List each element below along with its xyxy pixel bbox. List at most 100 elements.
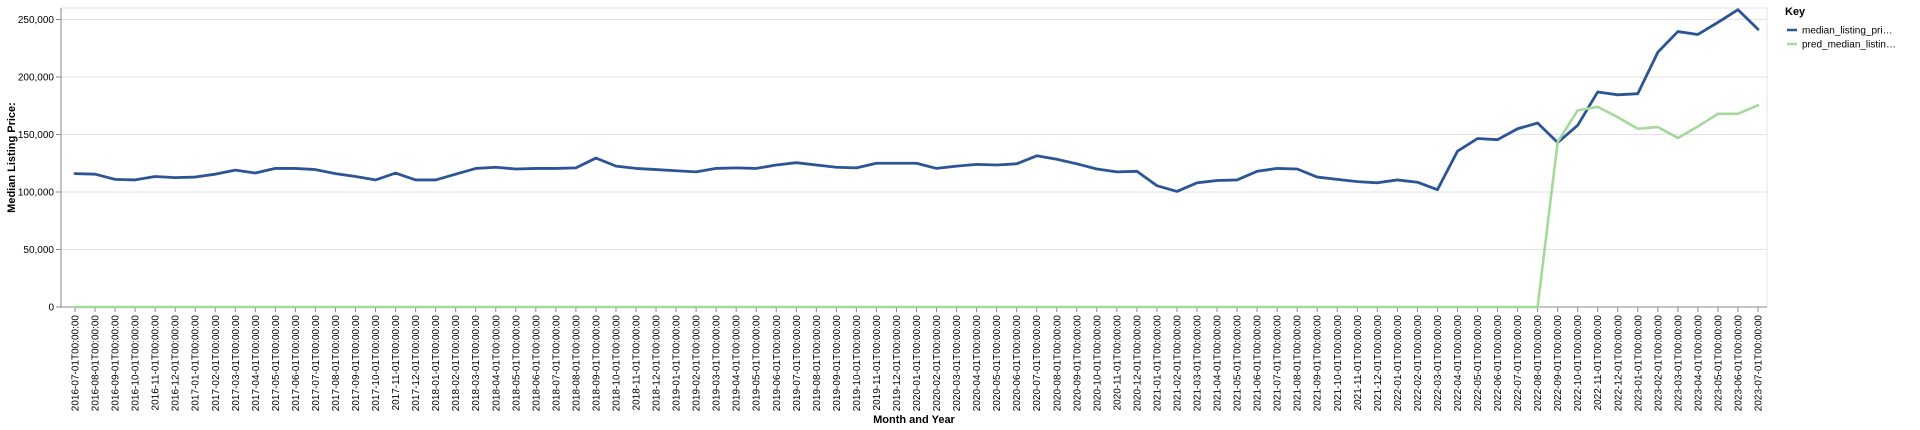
x-tick-label: 2017-12-01T00:00:00 — [411, 315, 422, 412]
x-tick-label: 2018-11-01T00:00:00 — [632, 315, 643, 411]
x-tick-label: 2016-09-01T00:00:00 — [111, 315, 122, 412]
y-tick-label: 200,000 — [18, 73, 55, 84]
x-tick-label: 2018-10-01T00:00:00 — [611, 315, 622, 412]
x-tick-label: 2018-01-01T00:00:00 — [431, 315, 442, 412]
y-tick-label: 50,000 — [23, 245, 54, 256]
x-tick-label: 2019-08-01T00:00:00 — [812, 315, 823, 412]
x-tick-label: 2019-03-01T00:00:00 — [712, 315, 723, 412]
x-tick-label: 2017-01-01T00:00:00 — [191, 315, 202, 412]
x-tick-label: 2023-04-01T00:00:00 — [1693, 315, 1704, 412]
x-tick-label: 2021-07-01T00:00:00 — [1273, 315, 1284, 412]
x-tick-label: 2021-02-01T00:00:00 — [1172, 315, 1183, 412]
x-tick-label: 2017-06-01T00:00:00 — [291, 315, 302, 412]
x-tick-label: 2022-02-01T00:00:00 — [1413, 315, 1424, 412]
grid-lines — [61, 7, 1768, 308]
y-tick-label: 0 — [48, 303, 54, 314]
x-tick-label: 2018-05-01T00:00:00 — [511, 315, 522, 412]
x-tick-label: 2022-07-01T00:00:00 — [1513, 315, 1524, 412]
x-tick-label: 2023-02-01T00:00:00 — [1653, 315, 1664, 412]
x-tick-label: 2017-03-01T00:00:00 — [231, 315, 242, 412]
x-tick-label: 2018-04-01T00:00:00 — [491, 315, 502, 412]
y-axis: 0 50,000 100,000 150,000 200,000 250,000 — [18, 8, 62, 314]
x-tick-label: 2021-11-01T00:00:00 — [1353, 315, 1364, 411]
x-tick-label: 2022-06-01T00:00:00 — [1493, 315, 1504, 412]
x-tick-label: 2022-05-01T00:00:00 — [1473, 315, 1484, 412]
x-tick-label: 2021-08-01T00:00:00 — [1293, 315, 1304, 412]
x-tick-label: 2018-02-01T00:00:00 — [451, 315, 462, 412]
x-tick-label: 2019-07-01T00:00:00 — [792, 315, 803, 412]
x-tick-label: 2020-11-01T00:00:00 — [1112, 315, 1123, 411]
x-tick-label: 2018-12-01T00:00:00 — [652, 315, 663, 412]
x-tick-label: 2017-07-01T00:00:00 — [311, 315, 322, 412]
y-tick-label: 100,000 — [18, 188, 55, 199]
x-tick-label: 2021-12-01T00:00:00 — [1373, 315, 1384, 412]
x-tick-label: 2022-09-01T00:00:00 — [1553, 315, 1564, 412]
y-tick-label: 250,000 — [18, 15, 55, 26]
x-tick-label: 2019-11-01T00:00:00 — [872, 315, 883, 411]
x-tick-label: 2020-09-01T00:00:00 — [1072, 315, 1083, 412]
x-tick-label: 2020-07-01T00:00:00 — [1032, 315, 1043, 412]
x-tick-label: 2022-04-01T00:00:00 — [1453, 315, 1464, 412]
x-tick-label: 2018-03-01T00:00:00 — [471, 315, 482, 412]
x-tick-label: 2017-04-01T00:00:00 — [251, 315, 262, 412]
x-tick-label: 2022-10-01T00:00:00 — [1573, 315, 1584, 412]
x-tick-label: 2019-12-01T00:00:00 — [892, 315, 903, 412]
series-line-2 — [73, 103, 1760, 309]
x-tick-label: 2019-01-01T00:00:00 — [672, 315, 683, 412]
legend: Key median_listing_pri… pred_median_listi… — [1785, 6, 1896, 51]
x-tick-label: 2020-01-01T00:00:00 — [912, 315, 923, 412]
x-tick-label: 2019-05-01T00:00:00 — [752, 315, 763, 412]
x-tick-label: 2017-02-01T00:00:00 — [211, 315, 222, 412]
x-tick-label: 2017-05-01T00:00:00 — [271, 315, 282, 412]
x-tick-label: 2018-06-01T00:00:00 — [531, 315, 542, 412]
x-tick-label: 2021-04-01T00:00:00 — [1213, 315, 1224, 412]
x-tick-label: 2020-02-01T00:00:00 — [932, 315, 943, 412]
x-tick-label: 2017-09-01T00:00:00 — [351, 315, 362, 412]
x-tick-label: 2016-10-01T00:00:00 — [131, 315, 142, 412]
x-tick-label: 2023-05-01T00:00:00 — [1713, 315, 1724, 412]
x-tick-label: 2017-08-01T00:00:00 — [331, 315, 342, 412]
x-axis-title: Month and Year — [873, 414, 955, 426]
x-tick-label: 2022-11-01T00:00:00 — [1593, 315, 1604, 411]
x-tick-label: 2018-07-01T00:00:00 — [551, 315, 562, 412]
x-tick-label: 2023-01-01T00:00:00 — [1633, 315, 1644, 412]
x-tick-label: 2017-11-01T00:00:00 — [391, 315, 402, 411]
x-tick-label: 2021-05-01T00:00:00 — [1233, 315, 1244, 412]
x-tick-label: 2020-08-01T00:00:00 — [1052, 315, 1063, 412]
x-tick-label: 2021-06-01T00:00:00 — [1253, 315, 1264, 412]
x-tick-label: 2020-06-01T00:00:00 — [1012, 315, 1023, 412]
series-lines — [73, 8, 1760, 309]
x-tick-label: 2016-08-01T00:00:00 — [91, 315, 102, 412]
legend-label-2: pred_median_listin… — [1802, 40, 1896, 51]
x-tick-label: 2019-10-01T00:00:00 — [852, 315, 863, 412]
x-tick-label: 2020-10-01T00:00:00 — [1092, 315, 1103, 412]
x-tick-label: 2023-03-01T00:00:00 — [1673, 315, 1684, 412]
x-tick-label: 2022-08-01T00:00:00 — [1533, 315, 1544, 412]
x-tick-label: 2023-06-01T00:00:00 — [1733, 315, 1744, 412]
y-tick-label: 150,000 — [18, 130, 55, 141]
x-tick-label: 2019-09-01T00:00:00 — [832, 315, 843, 412]
x-tick-label: 2016-07-01T00:00:00 — [71, 315, 82, 412]
y-axis-title: Median Listing Price: — [6, 102, 18, 213]
x-tick-label: 2023-07-01T00:00:00 — [1754, 315, 1765, 412]
x-tick-label: 2018-09-01T00:00:00 — [591, 315, 602, 412]
x-tick-label: 2021-01-01T00:00:00 — [1152, 315, 1163, 412]
x-tick-label: 2020-05-01T00:00:00 — [992, 315, 1003, 412]
x-tick-label: 2016-11-01T00:00:00 — [151, 315, 162, 411]
x-tick-label: 2017-10-01T00:00:00 — [371, 315, 382, 412]
x-tick-label: 2020-04-01T00:00:00 — [972, 315, 983, 412]
x-axis: 2016-07-01T00:00:00 2016-08-01T00:00:00 20… — [61, 306, 1767, 412]
x-tick-label: 2022-12-01T00:00:00 — [1613, 315, 1624, 412]
series-line-1 — [73, 8, 1760, 193]
x-tick-label: 2016-12-01T00:00:00 — [171, 315, 182, 412]
x-tick-label: 2020-12-01T00:00:00 — [1132, 315, 1143, 412]
x-tick-label: 2021-03-01T00:00:00 — [1193, 315, 1204, 412]
x-tick-label: 2022-03-01T00:00:00 — [1433, 315, 1444, 412]
legend-title: Key — [1785, 6, 1806, 18]
x-tick-label: 2019-04-01T00:00:00 — [732, 315, 743, 412]
x-tick-label: 2021-10-01T00:00:00 — [1333, 315, 1344, 412]
x-tick-label: 2020-03-01T00:00:00 — [952, 315, 963, 412]
x-tick-label: 2022-01-01T00:00:00 — [1393, 315, 1404, 412]
x-tick-label: 2019-02-01T00:00:00 — [692, 315, 703, 412]
